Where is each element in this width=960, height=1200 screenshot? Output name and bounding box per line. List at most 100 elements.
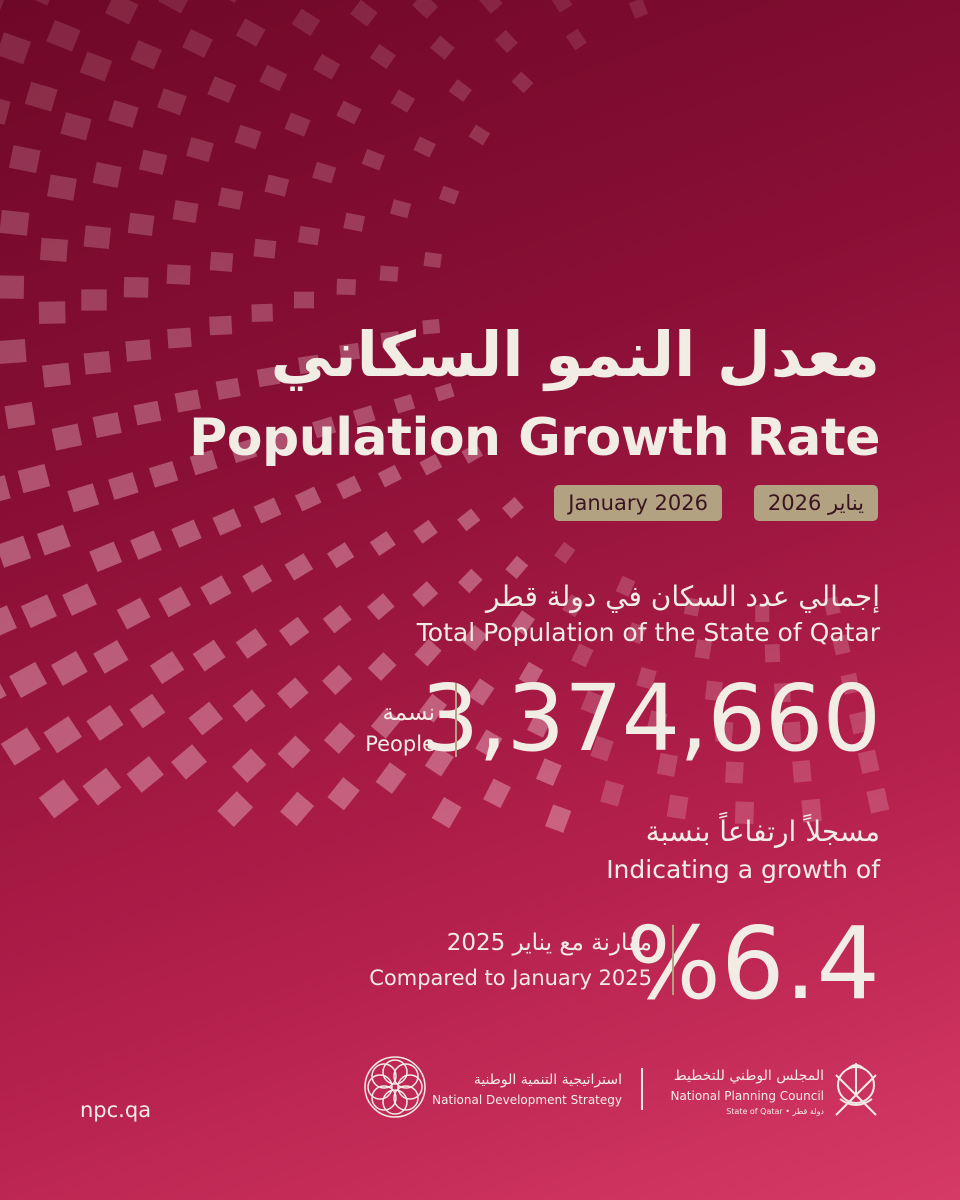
pattern-square: [518, 661, 544, 688]
pattern-square: [0, 32, 32, 65]
pattern-square: [51, 423, 83, 451]
pattern-square: [590, 735, 614, 762]
pattern-square: [457, 508, 481, 532]
pattern-square: [468, 124, 491, 146]
website: npc.qa: [80, 1098, 152, 1122]
title-arabic: معدل النمو السكاني: [270, 318, 880, 391]
pattern-square: [230, 438, 258, 463]
pattern-square: [375, 762, 407, 794]
pattern-square: [562, 594, 585, 618]
pattern-square: [615, 575, 636, 597]
pattern-square: [565, 28, 587, 51]
pattern-square: [123, 276, 149, 298]
pattern-square: [43, 716, 82, 754]
pattern-square: [656, 752, 678, 777]
pattern-square: [158, 0, 191, 14]
pattern-square: [207, 76, 237, 104]
pattern-square: [377, 464, 402, 488]
pattern-square: [242, 564, 273, 593]
pattern-square: [108, 472, 139, 500]
growth-label-arabic: مسجلاً ارتفاعاً بنسبة: [645, 815, 880, 848]
pattern-square: [350, 0, 378, 27]
pattern-square: [0, 672, 7, 711]
pattern-square: [209, 251, 234, 272]
pattern-square: [8, 145, 41, 174]
npc-name: National Planning Council: [670, 1089, 824, 1103]
pattern-square: [126, 756, 164, 793]
npc-country: State of Qatar • دولة قطر: [726, 1107, 824, 1116]
pattern-square: [38, 779, 79, 819]
pattern-square: [297, 225, 321, 246]
title: Population Growth Rate: [189, 408, 880, 468]
pattern-square: [105, 0, 139, 25]
pattern-square: [171, 744, 207, 780]
pattern-square: [792, 760, 812, 783]
pattern-square: [51, 650, 88, 686]
pattern-square: [478, 0, 503, 14]
pattern-square: [149, 651, 185, 685]
pattern-square: [666, 794, 689, 820]
pattern-square: [431, 796, 462, 829]
pattern-square: [715, 721, 734, 743]
pattern-square: [369, 43, 396, 70]
pattern-square: [393, 394, 416, 414]
pattern-square: [235, 18, 266, 47]
pattern-square: [390, 199, 412, 219]
divider: [455, 683, 457, 757]
npc-name-arabic: المجلس الوطني للتخطيط: [673, 1068, 824, 1084]
pattern-square: [92, 412, 122, 438]
npc-emblem: [835, 1063, 877, 1116]
pattern-square: [200, 575, 232, 606]
pattern-square: [125, 339, 152, 362]
pattern-square: [494, 29, 518, 54]
pattern-square: [419, 453, 443, 476]
pattern-square: [580, 690, 604, 716]
pattern-square: [129, 693, 166, 729]
pattern-square: [253, 238, 277, 259]
growth-label: Indicating a growth of: [606, 855, 880, 884]
pattern-square: [0, 275, 25, 299]
pattern-square: [755, 605, 770, 622]
pattern-square: [82, 767, 122, 806]
pattern-square: [773, 682, 791, 703]
comparison-arabic: مقارنة مع يناير 2025: [446, 930, 652, 956]
pattern-square: [9, 661, 48, 698]
pattern-square: [336, 100, 362, 125]
pattern-square: [279, 616, 310, 647]
pattern-square: [20, 0, 57, 6]
pattern-square: [293, 291, 315, 309]
pattern-square: [217, 791, 254, 827]
pattern-square: [0, 535, 32, 568]
pattern-square: [271, 427, 297, 451]
pattern-square: [823, 596, 841, 616]
pattern-square: [412, 581, 439, 607]
pattern-square: [704, 680, 723, 702]
pattern-square: [213, 0, 246, 4]
pattern-square: [462, 625, 488, 652]
pattern-square: [502, 497, 524, 519]
pattern-square: [174, 389, 202, 413]
pattern-square: [188, 701, 223, 736]
pattern-square: [256, 366, 281, 388]
pattern-square: [127, 212, 155, 236]
pattern-square: [0, 475, 11, 506]
pattern-square: [24, 81, 58, 112]
pattern-square: [47, 174, 77, 201]
pattern-square: [186, 137, 214, 163]
pattern-square: [157, 88, 187, 116]
pattern-square: [511, 71, 534, 94]
pattern-square: [370, 708, 401, 739]
pattern-square: [468, 678, 495, 706]
pattern-square: [412, 0, 439, 19]
pattern-square: [801, 798, 822, 823]
pattern-square: [550, 0, 573, 13]
pattern-square: [424, 746, 454, 777]
pattern-square: [764, 644, 781, 663]
pattern-square: [628, 0, 649, 19]
pattern-square: [352, 405, 376, 426]
pattern-square: [235, 628, 268, 659]
pattern-square: [182, 28, 213, 58]
pattern-square: [438, 185, 460, 205]
nds-logo: [364, 1056, 426, 1118]
